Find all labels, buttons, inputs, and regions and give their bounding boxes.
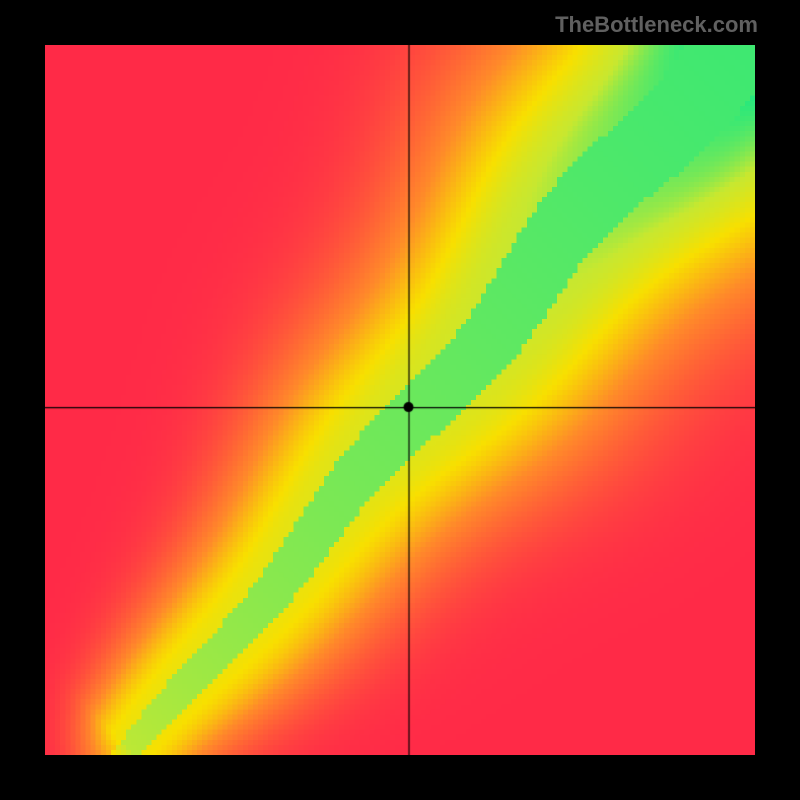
bottleneck-heatmap bbox=[45, 45, 755, 755]
chart-container: TheBottleneck.com bbox=[0, 0, 800, 800]
watermark-text: TheBottleneck.com bbox=[555, 12, 758, 38]
